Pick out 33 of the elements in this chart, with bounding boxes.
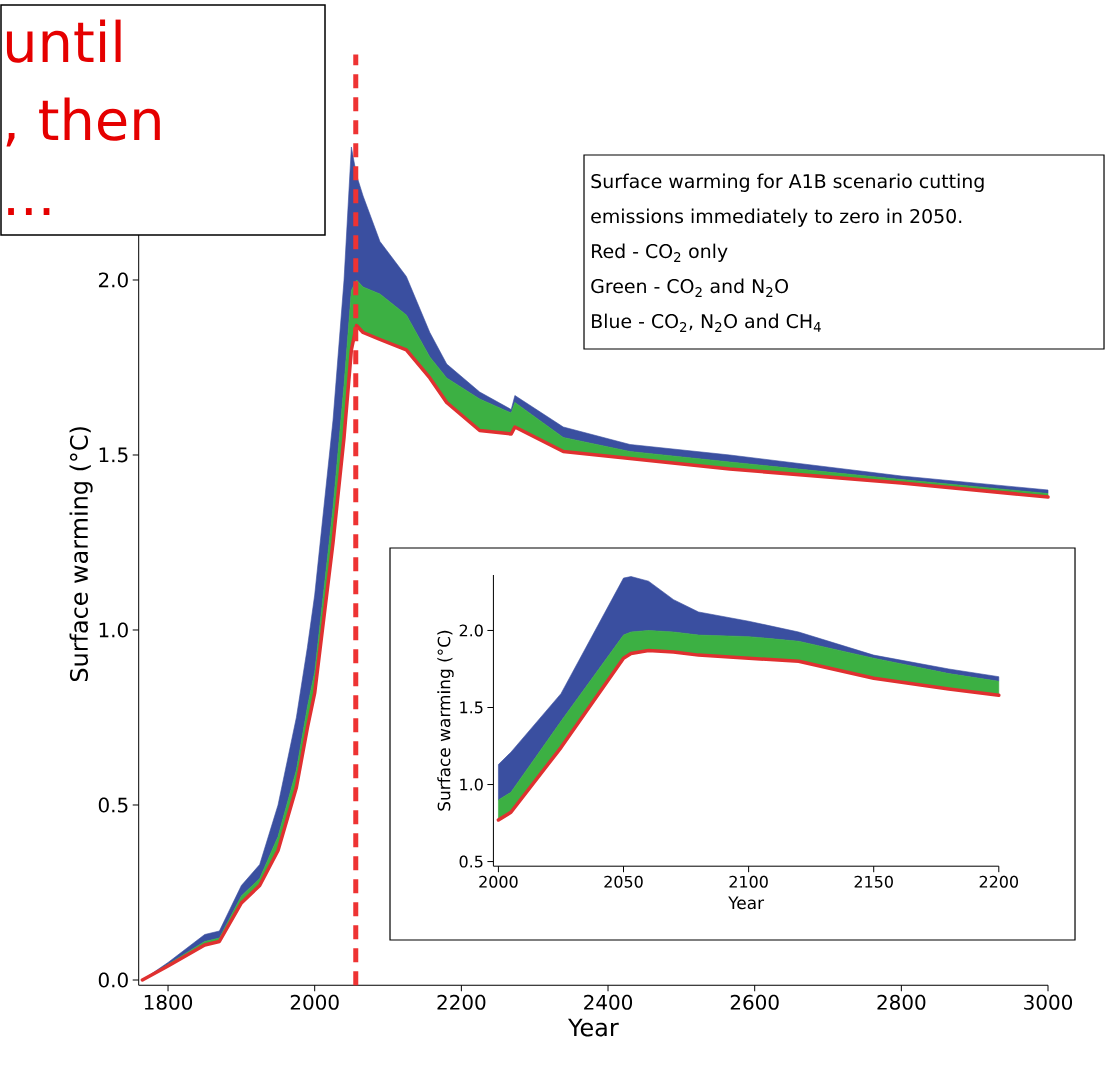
y-tick-label: 1.5 bbox=[460, 701, 483, 714]
x-axis-title: Year bbox=[728, 896, 765, 910]
annotation: Red - CO$_{2}$ only bbox=[592, 243, 728, 262]
annotation: Green - CO$_{2}$ and N$_{2}$O bbox=[591, 278, 788, 297]
text: ... bbox=[8, 208, 50, 215]
y-tick-label: 0.0 bbox=[98, 972, 128, 988]
x-tick-label: 2000 bbox=[479, 875, 518, 888]
x-tick-label: 2200 bbox=[437, 994, 486, 1010]
text: until bbox=[6, 19, 121, 63]
x-tick-label: 2400 bbox=[584, 994, 633, 1010]
x-tick-label: 1800 bbox=[144, 994, 193, 1010]
y-tick-label: 1.5 bbox=[99, 447, 128, 463]
annotation: Blue - CO$_{2}$, N$_{2}$O and CH$_{4}$ bbox=[592, 313, 821, 332]
x-tick-label: 2050 bbox=[604, 875, 643, 888]
annotation: emissions immediately to zero in 2050. bbox=[591, 208, 962, 227]
y-tick-label: 2.0 bbox=[459, 624, 483, 637]
x-axis-title: Year bbox=[568, 1018, 619, 1037]
x-tick-label: 2600 bbox=[730, 994, 779, 1010]
y-tick-label: 2.0 bbox=[98, 272, 128, 288]
y-tick-label: 0.5 bbox=[459, 855, 483, 868]
y-tick-label: 1.0 bbox=[99, 622, 128, 638]
x-tick-label: 3000 bbox=[1024, 994, 1073, 1010]
x-tick-label: 2800 bbox=[877, 994, 926, 1010]
x-tick-label: 2150 bbox=[854, 875, 893, 888]
y-tick-label: 1.0 bbox=[460, 778, 483, 791]
x-tick-label: 2100 bbox=[729, 875, 768, 888]
y-tick-label: 0.5 bbox=[98, 797, 128, 813]
y-axis-title: Surface warming (°C) bbox=[69, 427, 93, 682]
annotation: , then bbox=[6, 97, 160, 147]
y-axis-title: Surface warming (°C) bbox=[437, 630, 454, 811]
annotation: Surface warming for A1B scenario cutting bbox=[591, 173, 984, 192]
x-tick-label: 2200 bbox=[979, 875, 1019, 888]
x-tick-label: 2000 bbox=[290, 994, 339, 1010]
